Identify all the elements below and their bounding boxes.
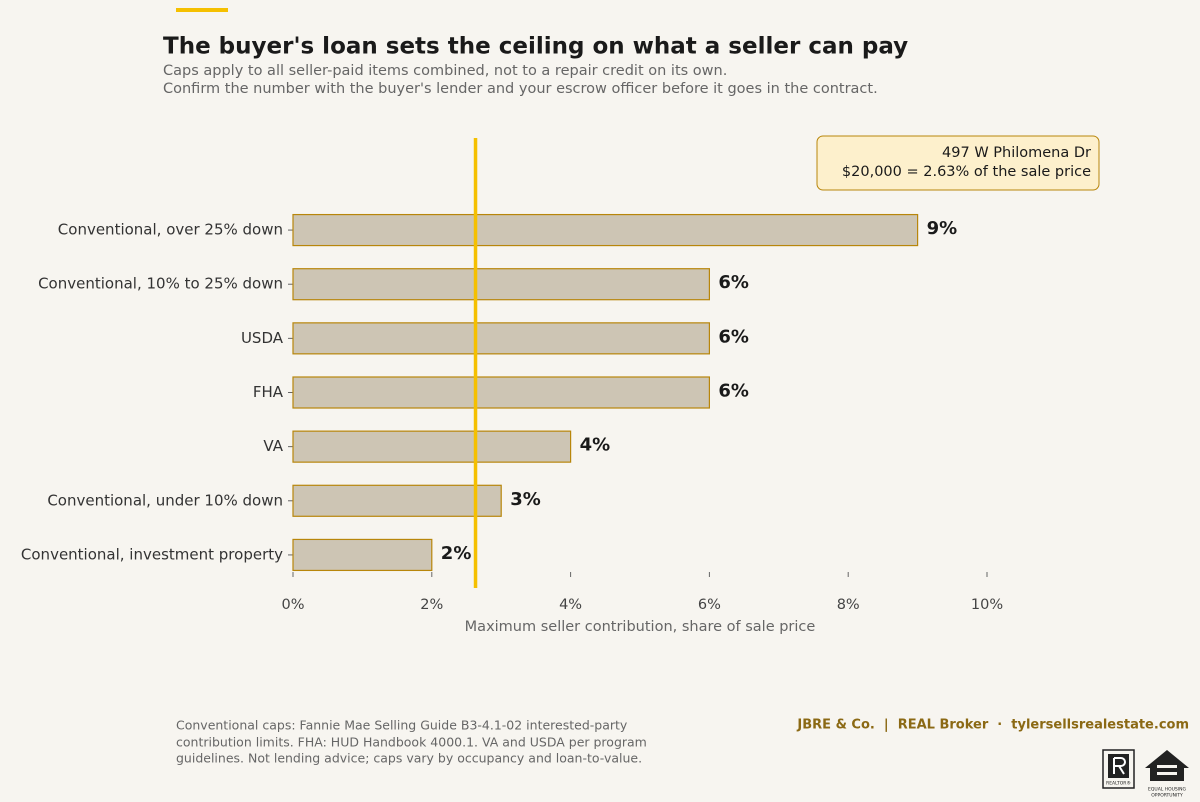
x-tick-label: 2%	[420, 597, 443, 613]
x-tick-label: 0%	[281, 597, 304, 613]
source-note: contribution limits. FHA: HUD Handbook 4…	[176, 735, 647, 750]
x-axis-label: Maximum seller contribution, share of sa…	[465, 619, 816, 635]
value-label: 6%	[718, 326, 749, 347]
y-tick-label: Conventional, under 10% down	[47, 491, 283, 509]
y-tick-label: Conventional, over 25% down	[58, 221, 283, 239]
annotation: 497 W Philomena Dr	[942, 145, 1091, 161]
bar	[292, 538, 433, 572]
logo-text: OPPORTUNITY	[1151, 793, 1183, 799]
y-tick-label: FHA	[253, 383, 284, 401]
accent-bar	[176, 8, 228, 12]
value-label: 2%	[441, 543, 472, 564]
annotation-box	[816, 135, 1100, 191]
y-tick-label: USDA	[241, 329, 284, 347]
bar	[292, 322, 710, 355]
value-label: 6%	[718, 381, 749, 402]
value-label: 4%	[580, 435, 611, 456]
source-note: Conventional caps: Fannie Mae Selling Gu…	[176, 718, 628, 733]
bar	[292, 376, 710, 409]
subtitle: Caps apply to all seller-paid items comb…	[163, 63, 727, 79]
bar	[292, 268, 710, 301]
subtitle: Confirm the number with the buyer's lend…	[163, 81, 878, 97]
annotation: $20,000 = 2.63% of the sale price	[842, 164, 1091, 180]
x-tick-label: 10%	[971, 597, 1003, 613]
brand: JBRE & Co. | REAL Broker · tylersellsrea…	[796, 718, 1189, 733]
y-tick-label: Conventional, investment property	[21, 545, 283, 563]
realtor-logo: REALTOR®	[1102, 749, 1135, 789]
equal-housing-logo: EQUAL HOUSING OPPORTUNITY	[1145, 750, 1189, 799]
bar	[292, 484, 502, 517]
value-label: 6%	[718, 272, 749, 293]
x-tick-label: 6%	[698, 597, 721, 613]
value-label: 3%	[510, 489, 541, 510]
y-tick-label: Conventional, 10% to 25% down	[38, 275, 283, 293]
x-tick-label: 8%	[837, 597, 860, 613]
x-tick-label: 4%	[559, 597, 582, 613]
bar	[292, 430, 572, 463]
logo-text: EQUAL HOUSING	[1148, 787, 1186, 793]
logo-text: REALTOR®	[1106, 780, 1131, 787]
source-note: guidelines. Not lending advice; caps var…	[176, 751, 642, 766]
chart-title: The buyer's loan sets the ceiling on wha…	[163, 34, 908, 60]
bar	[292, 213, 919, 247]
value-label: 9%	[927, 218, 958, 239]
y-tick-label: VA	[263, 437, 283, 455]
